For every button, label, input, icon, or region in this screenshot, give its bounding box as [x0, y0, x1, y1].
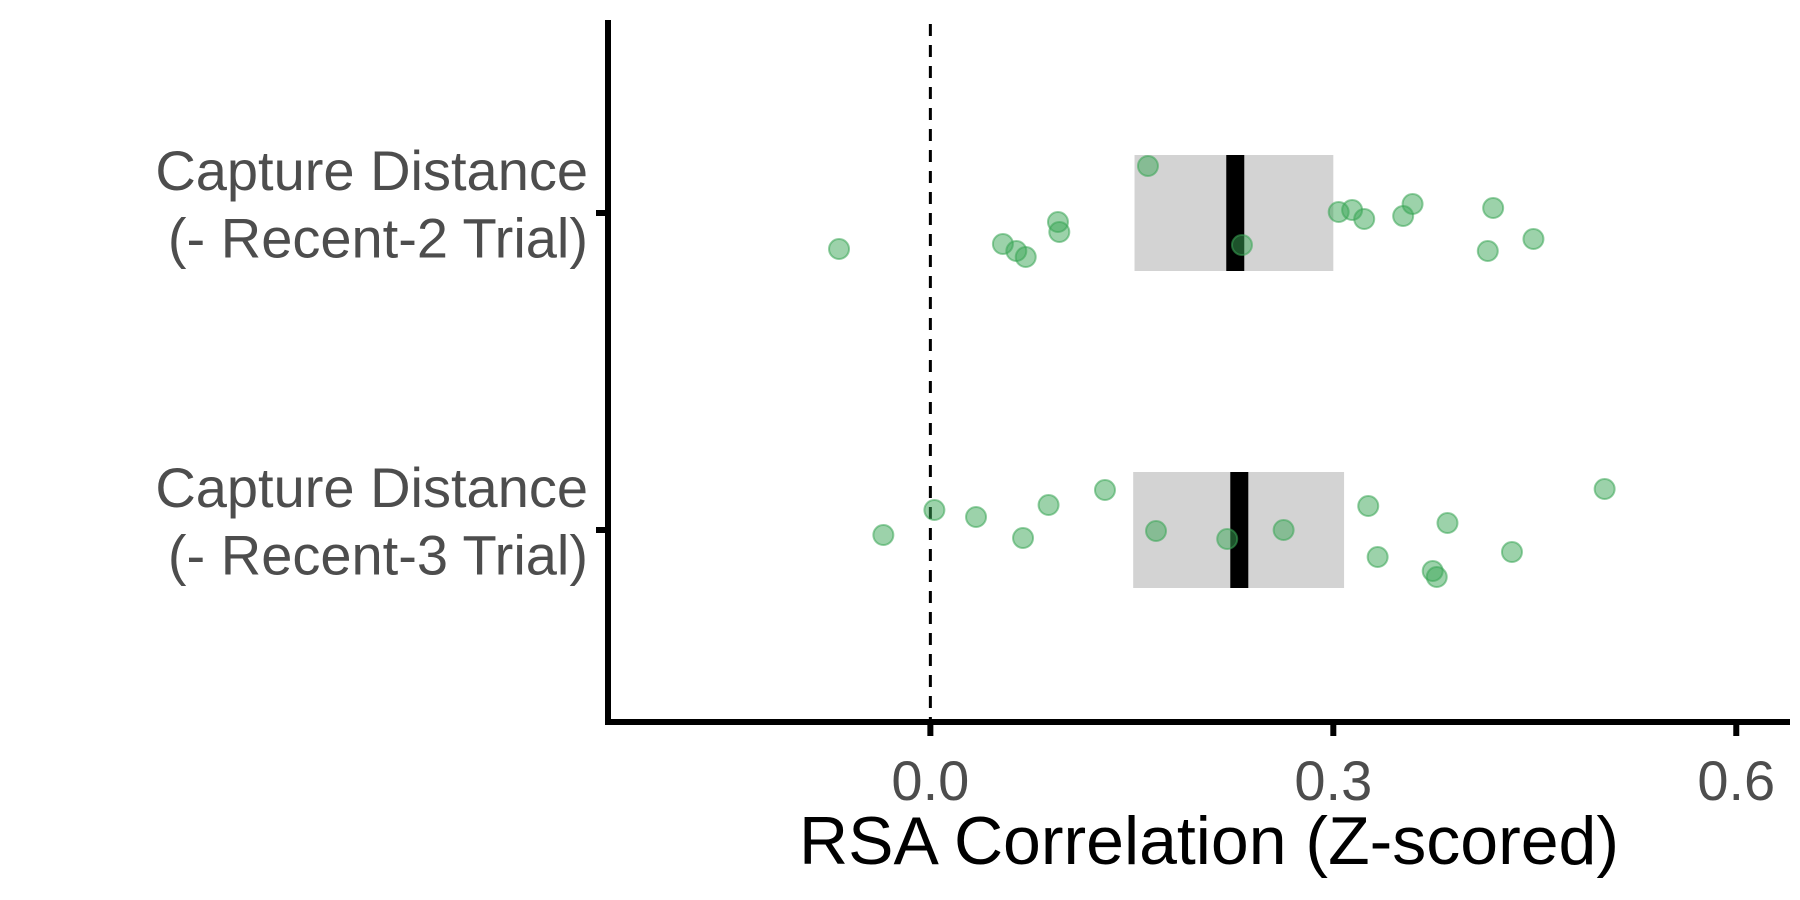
data-point: [1014, 246, 1037, 268]
y-category-label: Capture Distance (- Recent-3 Trial): [155, 456, 588, 586]
data-point: [1436, 512, 1459, 534]
data-point: [1366, 546, 1389, 568]
data-point: [1012, 527, 1035, 549]
data-point: [1500, 541, 1523, 563]
data-point: [1230, 234, 1253, 256]
x-tick-label: 0.0: [891, 749, 969, 812]
data-point: [1272, 519, 1295, 541]
data-point: [1482, 197, 1505, 219]
x-ticks: 0.0 0.3 0.6: [891, 722, 1775, 812]
x-tick-label: 0.3: [1294, 749, 1372, 812]
y-category-label: Capture Distance (- Recent-2 Trial): [155, 139, 588, 269]
x-tick-label: 0.6: [1697, 749, 1775, 812]
data-point: [828, 238, 851, 260]
mean-bar: [1230, 472, 1249, 588]
data-point: [1216, 528, 1239, 550]
data-point: [1425, 566, 1448, 588]
data-point: [1353, 208, 1376, 230]
data-point: [1048, 221, 1071, 243]
data-point: [1476, 240, 1499, 262]
data-point: [1522, 228, 1545, 250]
data-point: [1037, 494, 1060, 516]
data-point: [1145, 520, 1168, 542]
data-point: [965, 506, 988, 528]
points-layer: [828, 155, 1616, 588]
data-point: [1401, 193, 1424, 215]
data-point: [1093, 479, 1116, 501]
data-point: [872, 524, 895, 546]
data-point: [1593, 478, 1616, 500]
y-categories: Capture Distance (- Recent-2 Trial) Captur…: [155, 139, 608, 586]
data-point: [923, 499, 946, 521]
data-point: [1136, 155, 1159, 177]
x-axis-title: RSA Correlation (Z-scored): [799, 803, 1619, 879]
data-point: [1357, 495, 1380, 517]
